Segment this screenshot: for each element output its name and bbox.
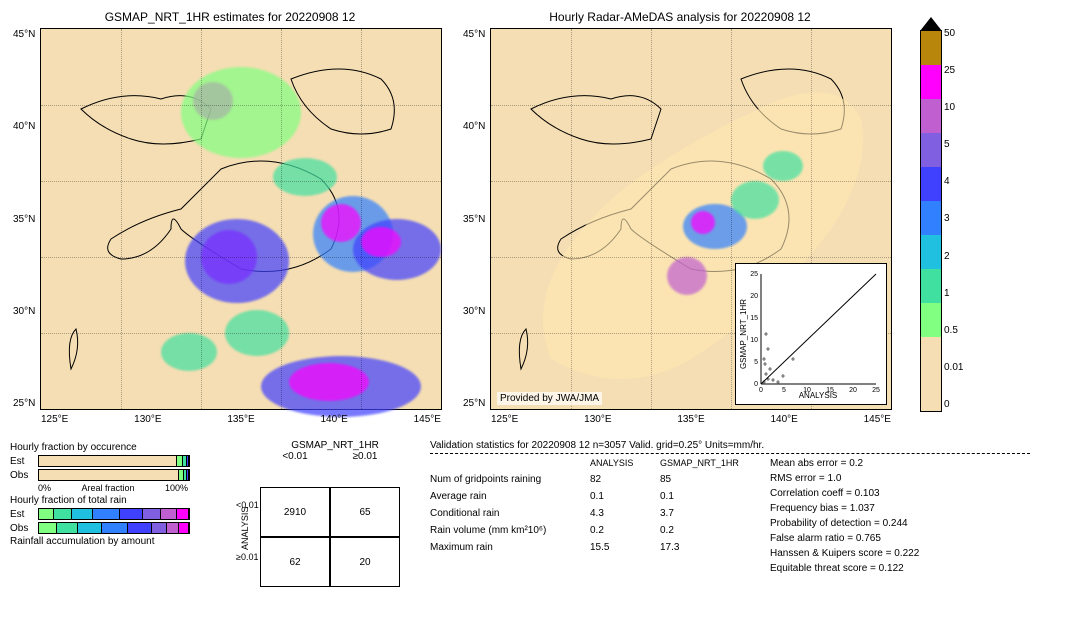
svg-text:10: 10	[803, 387, 811, 394]
ct-col-title: GSMAP_NRT_1HR	[260, 440, 410, 451]
colorbar-overflow-icon	[920, 17, 942, 31]
svg-text:0: 0	[754, 381, 758, 388]
est-label: Est	[10, 456, 38, 467]
est-label: Est	[10, 509, 38, 520]
left-y-ticks: 45°N40°N35°N30°N25°N	[13, 29, 35, 409]
ct-col-b: ≥0.01	[330, 451, 400, 469]
svg-text:20: 20	[849, 387, 857, 394]
accumulation-title: Rainfall accumulation by amount	[10, 536, 210, 547]
ct-cell-00: 2910	[260, 487, 330, 537]
svg-text:GSMAP_NRT_1HR: GSMAP_NRT_1HR	[739, 299, 748, 369]
colorbar-labels: 502510543210.50.010	[944, 28, 963, 410]
ct-col-a: <0.01	[260, 451, 330, 469]
obs-label: Obs	[10, 523, 38, 534]
axis-left: 0%	[38, 483, 51, 493]
scatter-inset: ANALYSIS GSMAP_NRT_1HR 0510152025 051015…	[735, 263, 887, 405]
svg-text:0: 0	[759, 387, 763, 394]
occurrence-est-bar	[38, 455, 190, 467]
ct-row-title: ANALYSIS	[230, 469, 260, 587]
svg-text:15: 15	[750, 315, 758, 322]
total-est-bar	[38, 508, 190, 520]
svg-text:15: 15	[826, 387, 834, 394]
obs-label: Obs	[10, 470, 38, 481]
svg-text:25: 25	[872, 387, 880, 394]
stats-metrics: Mean abs error = 0.2RMS error = 1.0Corre…	[770, 458, 919, 578]
svg-text:25: 25	[750, 271, 758, 278]
colorbar	[920, 30, 942, 412]
stats-title: Validation statistics for 20220908 12 n=…	[430, 440, 1030, 451]
right-map-title: Hourly Radar-AMeDAS analysis for 2022090…	[460, 10, 900, 24]
svg-text:20: 20	[750, 293, 758, 300]
right-map-area: 45°N40°N35°N30°N25°N 125°E130°E135°E140°…	[490, 28, 892, 410]
contingency-table: GSMAP_NRT_1HR <0.01 ≥0.01 ANALYSIS 2910 …	[230, 440, 410, 620]
occurrence-obs-bar	[38, 469, 190, 481]
svg-text:5: 5	[782, 387, 786, 394]
stats-table: ANALYSISGSMAP_NRT_1HRNum of gridpoints r…	[430, 458, 750, 553]
right-x-ticks: 125°E130°E135°E140°E145°E	[491, 414, 891, 425]
stats-column: Validation statistics for 20220908 12 n=…	[430, 440, 1030, 620]
ct-cell-10: 62	[260, 537, 330, 587]
right-map-panel: Hourly Radar-AMeDAS analysis for 2022090…	[460, 10, 900, 430]
total-rain-title: Hourly fraction of total rain	[10, 495, 210, 506]
right-y-ticks: 45°N40°N35°N30°N25°N	[463, 29, 485, 409]
total-obs-bar	[38, 522, 190, 534]
left-map-title: GSMAP_NRT_1HR estimates for 20220908 12	[10, 10, 450, 24]
provided-text: Provided by JWA/JMA	[497, 392, 602, 405]
colorbar-panel: 502510543210.50.010	[910, 10, 1030, 430]
axis-mid: Areal fraction	[81, 483, 134, 493]
occurrence-title: Hourly fraction by occurence	[10, 442, 210, 453]
svg-text:10: 10	[750, 337, 758, 344]
left-x-ticks: 125°E130°E135°E140°E145°E	[41, 414, 441, 425]
fractions-column: Hourly fraction by occurence Est Obs 0% …	[10, 440, 210, 620]
axis-right: 100%	[165, 483, 188, 493]
left-map-area: 45°N40°N35°N30°N25°N 125°E130°E135°E140°…	[40, 28, 442, 410]
left-map-panel: GSMAP_NRT_1HR estimates for 20220908 12 …	[10, 10, 450, 430]
bottom-panel: Hourly fraction by occurence Est Obs 0% …	[10, 440, 1030, 620]
svg-text:5: 5	[754, 359, 758, 366]
ct-cell-01: 65	[330, 487, 400, 537]
ct-cell-11: 20	[330, 537, 400, 587]
